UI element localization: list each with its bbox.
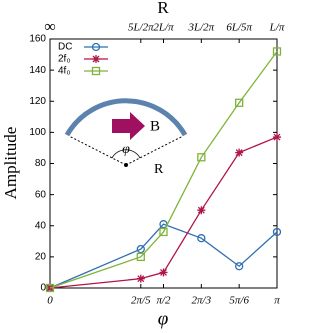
y-tick-label: 140 — [29, 65, 46, 76]
legend-marker — [91, 42, 101, 52]
x2-tick-label: L/π — [269, 22, 285, 34]
x2-tick-label: 5L/2π — [128, 22, 154, 34]
marker — [197, 234, 206, 243]
x2-tick-label: 3L/2π — [187, 22, 214, 34]
marker — [136, 244, 145, 254]
marker — [197, 153, 206, 162]
marker — [159, 268, 168, 277]
marker — [45, 283, 55, 293]
chart: R φ Amplitude B φ R 0 20 40 60 80 100 120 140 16… — [1, 0, 285, 329]
inset-b-label: B — [150, 118, 160, 134]
marker — [235, 98, 244, 107]
y-axis-label: Amplitude — [1, 127, 20, 200]
y-tick-label: 40 — [35, 220, 47, 231]
inset-angle — [111, 149, 141, 159]
legend-marker — [91, 66, 101, 76]
y-tick-label: 0 — [40, 283, 46, 294]
marker — [272, 47, 282, 56]
y-tick-label: 80 — [35, 158, 47, 169]
marker — [272, 227, 282, 237]
inset-arc — [64, 98, 188, 137]
inset-radius — [68, 135, 127, 166]
plot-frame — [49, 38, 278, 289]
x-tick-label: π — [274, 295, 280, 307]
x-axis-label: φ — [158, 308, 169, 329]
inset-center — [124, 163, 128, 167]
marker — [159, 227, 168, 237]
x2-tick-label: ∞ — [44, 19, 55, 36]
x-tick-label: 2π/3 — [192, 295, 212, 307]
x-tick-label: 2π/5 — [131, 295, 151, 307]
marker — [235, 262, 244, 271]
y-tick-label: 20 — [35, 252, 47, 263]
x-tick-label: 0 — [47, 295, 53, 307]
inset-diagram: B φ R — [64, 98, 188, 177]
series-line — [49, 223, 278, 289]
inset-radius — [125, 135, 184, 166]
legend-label: DC — [58, 42, 72, 53]
inset-arrow — [112, 112, 145, 140]
legend-label: 2f₀ — [58, 54, 71, 65]
marker — [136, 274, 145, 283]
y-tick-label: 160 — [29, 34, 46, 45]
marker — [273, 133, 281, 142]
inset-angle-label: φ — [122, 142, 130, 157]
inset-r-label: R — [154, 162, 164, 177]
legend-label: 4f₀ — [58, 66, 71, 77]
marker — [197, 206, 206, 215]
series-line — [49, 51, 278, 289]
marker — [136, 252, 145, 262]
legend-marker — [92, 55, 100, 63]
y-tick-label: 120 — [29, 96, 46, 107]
series-line — [49, 136, 278, 289]
y-tick-label: 60 — [35, 189, 47, 200]
x2-tick-label: 2L/π — [153, 22, 174, 34]
y-tick-label: 100 — [29, 127, 46, 138]
x-tick-label: 5π/6 — [229, 295, 249, 307]
x-tick-label: π/2 — [156, 295, 171, 307]
x2-tick-label: 6L/5π — [226, 22, 252, 34]
marker — [235, 148, 244, 157]
x2-axis-label: R — [157, 0, 169, 17]
